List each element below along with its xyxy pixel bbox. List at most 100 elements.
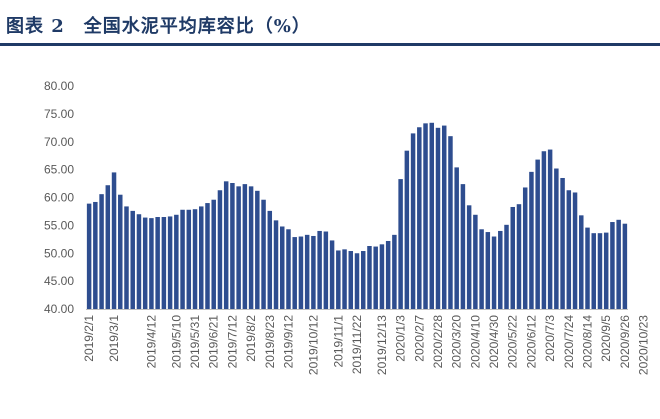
y-tick-label: 60.00 xyxy=(44,191,74,205)
figure-title: 图表 2 全国水泥平均库容比（%） xyxy=(6,16,311,37)
x-tick-label: 2020/7/3 xyxy=(543,315,557,362)
bar xyxy=(479,229,484,309)
bar xyxy=(192,209,198,309)
y-tick-label: 45.00 xyxy=(44,274,74,288)
y-tick-label: 50.00 xyxy=(44,246,74,260)
bar xyxy=(304,234,310,309)
bar xyxy=(373,246,378,309)
bar xyxy=(529,171,534,309)
bar xyxy=(280,226,285,309)
bar xyxy=(292,237,297,309)
bar xyxy=(205,203,210,309)
x-tick-label: 2020/1/3 xyxy=(394,315,408,362)
bar xyxy=(186,209,192,309)
title-rule xyxy=(0,43,660,46)
bar xyxy=(454,167,459,309)
bar xyxy=(404,150,410,309)
bar xyxy=(448,136,453,309)
bar xyxy=(167,216,173,309)
x-tick-label: 2020/9/26 xyxy=(618,315,632,369)
bar xyxy=(385,240,391,309)
bar xyxy=(255,190,260,309)
x-tick-label: 2020/5/22 xyxy=(506,315,520,369)
x-tick-label: 2019/5/31 xyxy=(188,315,202,369)
bar xyxy=(622,223,628,309)
bar xyxy=(554,168,559,309)
bar xyxy=(211,199,216,309)
x-tick-label: 2020/2/28 xyxy=(431,315,445,369)
bar xyxy=(522,187,528,309)
x-tick-label: 2019/6/21 xyxy=(207,315,221,369)
bar xyxy=(466,205,472,309)
x-tick-label: 2019/7/12 xyxy=(225,315,239,369)
bar xyxy=(392,234,397,309)
bar xyxy=(342,249,347,309)
bar xyxy=(473,214,478,309)
bar xyxy=(286,229,291,309)
bar xyxy=(572,192,578,309)
x-tick-label: 2020/9/5 xyxy=(599,315,613,362)
bar xyxy=(311,235,316,309)
bar xyxy=(323,231,329,309)
bar xyxy=(223,181,229,309)
bar xyxy=(155,217,160,309)
bar xyxy=(130,210,135,309)
x-tick-label: 2019/12/13 xyxy=(375,315,389,375)
bar xyxy=(435,127,441,309)
bar xyxy=(410,133,416,309)
bar xyxy=(498,230,503,309)
bar xyxy=(398,179,403,309)
x-tick-label: 2020/10/23 xyxy=(637,315,651,375)
y-tick-label: 75.00 xyxy=(44,107,74,121)
bar xyxy=(273,220,279,309)
bar xyxy=(579,215,584,309)
bar xyxy=(547,149,553,309)
bar xyxy=(93,201,98,309)
bar xyxy=(610,222,615,309)
bar xyxy=(248,186,254,309)
bar xyxy=(336,250,341,309)
bar xyxy=(603,232,609,309)
bar xyxy=(535,159,540,309)
bar xyxy=(585,227,590,309)
x-tick-label: 2020/7/24 xyxy=(562,315,576,369)
bar xyxy=(267,210,273,309)
bar xyxy=(242,184,248,309)
bar xyxy=(597,233,603,309)
x-axis: 2019/2/1 2019/3/1 2019/4/12 2019/5/10 2019/5… xyxy=(82,315,650,375)
bar xyxy=(566,190,572,309)
y-tick-label: 80.00 xyxy=(44,79,74,93)
bar xyxy=(510,206,515,309)
y-tick-label: 40.00 xyxy=(44,302,74,316)
x-tick-label: 2020/4/30 xyxy=(487,315,501,369)
bar xyxy=(105,185,111,309)
bar xyxy=(317,230,322,309)
bar xyxy=(142,217,148,309)
bar-series xyxy=(86,122,628,309)
x-tick-label: 2020/2/7 xyxy=(412,315,426,362)
bar xyxy=(485,232,491,309)
bar xyxy=(329,240,335,309)
x-tick-label: 2019/9/12 xyxy=(281,315,295,369)
bar xyxy=(417,127,422,309)
bar xyxy=(354,253,360,309)
bar xyxy=(298,236,304,309)
y-axis: 40.00 45.00 50.00 55.00 60.00 65.00 70.00 75.00… xyxy=(44,79,74,316)
bar xyxy=(230,183,235,309)
x-tick-label: 2020/6/12 xyxy=(524,315,538,369)
bar xyxy=(348,251,354,309)
bar xyxy=(217,190,223,309)
x-tick-label: 2019/11/1 xyxy=(331,315,345,368)
y-tick-label: 65.00 xyxy=(44,163,74,177)
x-tick-label: 2019/8/23 xyxy=(263,315,277,369)
bar xyxy=(491,236,497,309)
x-tick-label: 2020/3/20 xyxy=(450,315,464,369)
x-tick-label: 2019/3/1 xyxy=(107,315,121,362)
bar xyxy=(261,199,266,309)
bar xyxy=(516,204,522,309)
bar xyxy=(236,186,241,309)
x-tick-label: 2020/4/10 xyxy=(468,315,482,369)
bar xyxy=(460,184,466,309)
bar xyxy=(441,125,447,309)
